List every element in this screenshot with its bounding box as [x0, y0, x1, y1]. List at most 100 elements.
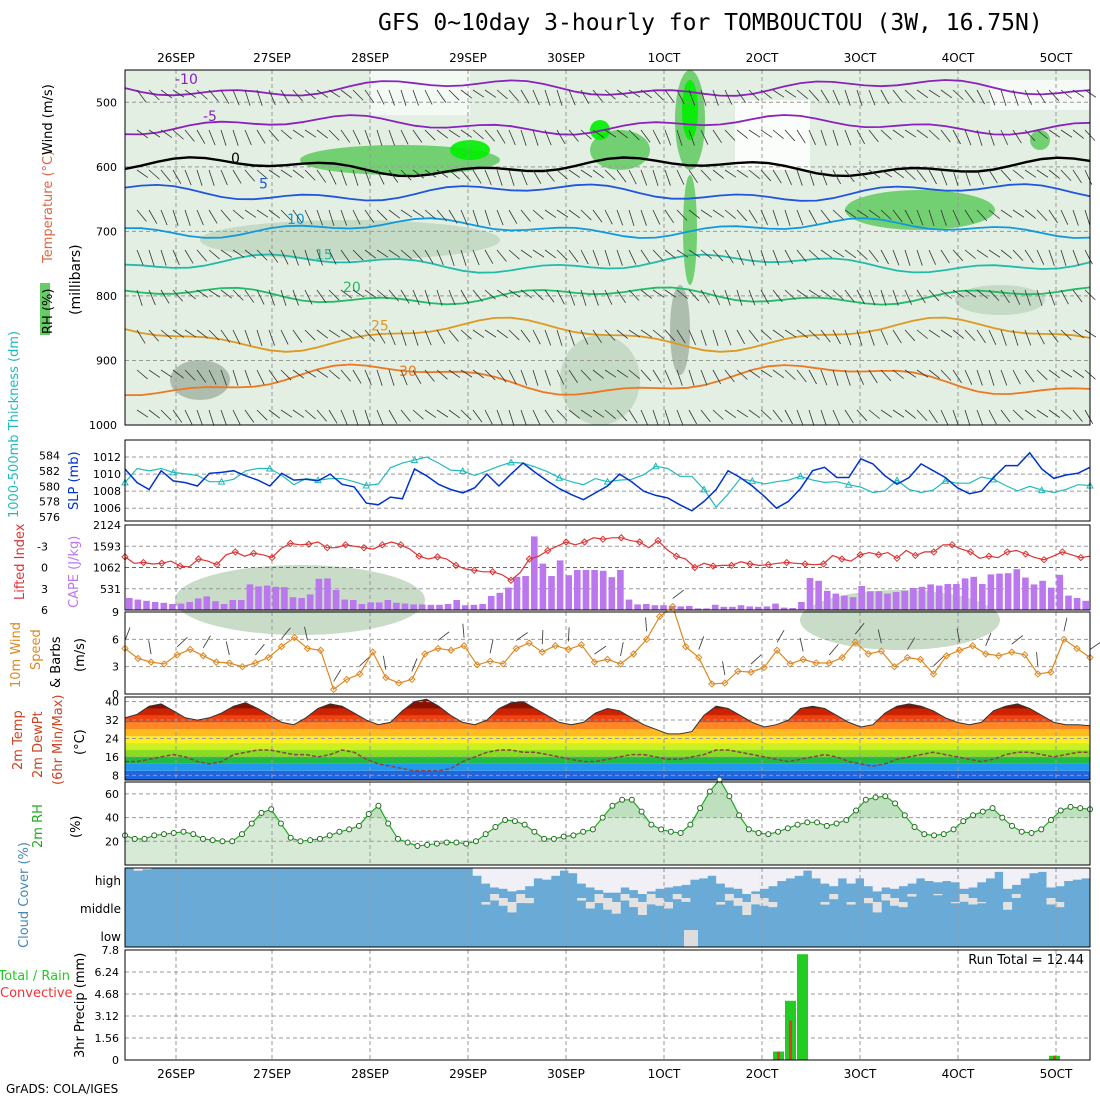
upper-wind-barb [448, 209, 458, 224]
upper-wind-barb [1024, 289, 1031, 306]
rh-shading [200, 220, 500, 260]
upper-wind-barb [916, 289, 926, 304]
cloud-high-cell [803, 868, 813, 871]
rh-shading [1030, 130, 1050, 150]
upper-wind-barb [160, 409, 172, 421]
rh2m-marker [550, 835, 557, 842]
rh2m-marker [443, 839, 450, 846]
cloud-high-cell [959, 868, 969, 889]
upper-wind-barb [1060, 369, 1073, 378]
upper-wind-barb [760, 209, 768, 225]
surface-wind-barb [1063, 617, 1068, 632]
rh2m-marker [209, 837, 216, 844]
cape-bar [186, 602, 193, 610]
temperature-contour [124, 114, 1091, 136]
upper-wind-barb [880, 89, 889, 105]
lifted-index-marker [1021, 550, 1030, 558]
bottom-date-label: 5OCT [1040, 1067, 1073, 1081]
wind-speed-marker [447, 646, 455, 654]
thickness-axis-label: 1000-500mb Thickness (dm) [7, 331, 22, 518]
cloud-middle-cell [890, 898, 899, 906]
upper-wind-barb [1048, 169, 1060, 179]
upper-wind-barb [148, 209, 158, 224]
rh2m-marker [833, 820, 840, 827]
upper-wind-barb [388, 249, 401, 258]
upper-wind-barb [940, 289, 952, 299]
upper-wind-barb [388, 89, 395, 106]
precip-tick-label: 1.56 [95, 1032, 120, 1045]
cloud-high-cell [1072, 868, 1082, 880]
precip-total-bar [797, 954, 808, 1060]
upper-air-frame [124, 69, 1091, 426]
upper-wind-barb [616, 209, 624, 226]
cape-bar [961, 578, 969, 610]
upper-wind-barb [808, 89, 820, 102]
upper-wind-barb [844, 249, 857, 259]
upper-wind-barb [880, 169, 893, 178]
wind-speed-marker [238, 662, 247, 671]
upper-wind-barb [184, 289, 196, 300]
lifted-cape-frame [124, 524, 1091, 611]
cloud-middle-cell [881, 894, 891, 901]
top-date-label: 26SEP [157, 51, 195, 65]
upper-wind-barb [136, 129, 149, 139]
upper-wind-barb [784, 329, 797, 338]
rh2m-marker [775, 828, 782, 835]
upper-wind-barb [628, 289, 640, 301]
cloud-high-cell [1046, 868, 1056, 888]
upper-wind-barb [568, 409, 580, 419]
rh2m-marker [989, 805, 996, 812]
cloud-middle-cell [724, 894, 734, 901]
upper-wind-barb [844, 129, 852, 146]
wind-speed-marker [864, 650, 873, 658]
upper-wind-barb [568, 329, 575, 346]
upper-wind-barb [760, 169, 772, 182]
upper-wind-barb [184, 369, 196, 381]
cloud-high-cell [620, 868, 630, 888]
upper-wind-barb [436, 329, 446, 344]
thickness-marker [555, 473, 564, 481]
upper-wind-barb [280, 249, 289, 265]
upper-wind-barb [484, 209, 491, 226]
bottom-date-label: 26SEP [157, 1067, 195, 1081]
rh2m-marker [404, 839, 411, 846]
wind-speed-line [124, 605, 1091, 691]
cape-bar [651, 605, 659, 610]
upper-wind-barb [1000, 89, 1007, 106]
precip-tick-label: 7.8 [102, 944, 120, 957]
cape-bar [126, 598, 133, 610]
thickness-marker [1037, 486, 1046, 494]
wind-tick-label: 9 [112, 606, 119, 619]
upper-wind-barb [148, 169, 160, 180]
rh2m-marker [394, 835, 401, 842]
cloud-high-cell [890, 868, 899, 889]
upper-wind-barb [508, 369, 517, 385]
cloud-middle-cell [655, 898, 665, 906]
upper-wind-barb [148, 249, 155, 266]
rh2m-marker [1057, 807, 1064, 814]
upper-wind-barb [532, 129, 539, 146]
upper-wind-barb [220, 129, 227, 146]
upper-wind-barb [616, 169, 627, 183]
wind-speed-marker [682, 642, 690, 651]
rh2m-marker [580, 828, 587, 835]
lifted-index-marker [911, 551, 920, 560]
upper-wind-barb [280, 209, 292, 221]
upper-wind-barb [1000, 169, 1012, 182]
upper-wind-barb [208, 249, 220, 260]
upper-wind-barb [376, 89, 385, 105]
thickness-tick-label: 582 [39, 465, 60, 478]
precip-convective-bar [789, 1020, 792, 1060]
upper-wind-barb [1036, 329, 1045, 345]
cape-bar [574, 570, 581, 610]
top-date-label: 29SEP [449, 51, 487, 65]
thickness-line [124, 456, 1091, 509]
bottom-date-label: 3OCT [844, 1067, 877, 1081]
rh2m-marker [1028, 829, 1035, 836]
upper-wind-barb [460, 89, 473, 99]
upper-wind-barb [1060, 89, 1072, 99]
upper-wind-barb [160, 89, 173, 99]
upper-wind-barb [664, 289, 677, 298]
upper-wind-barb [832, 89, 840, 105]
cloud-high-cell [542, 868, 552, 880]
